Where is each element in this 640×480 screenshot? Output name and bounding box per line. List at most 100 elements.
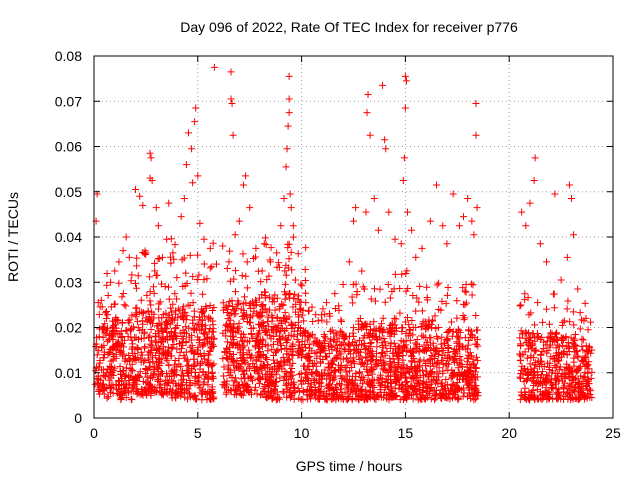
data-point xyxy=(308,303,316,311)
data-point xyxy=(141,343,149,351)
data-point xyxy=(527,333,535,341)
data-point xyxy=(281,309,289,317)
data-point xyxy=(255,353,263,361)
data-point xyxy=(468,217,476,225)
data-point xyxy=(206,264,214,272)
data-point xyxy=(192,104,200,112)
data-point xyxy=(317,375,325,383)
data-point xyxy=(332,355,340,363)
data-point xyxy=(577,380,585,388)
data-point xyxy=(224,306,232,314)
data-point xyxy=(152,204,160,212)
data-point xyxy=(173,363,181,371)
data-point xyxy=(452,355,460,363)
data-point xyxy=(301,276,309,284)
data-point xyxy=(287,248,295,256)
data-point xyxy=(254,312,262,320)
data-point xyxy=(195,271,203,279)
data-point xyxy=(285,255,293,263)
data-point xyxy=(391,384,399,392)
data-point xyxy=(455,394,463,402)
data-point xyxy=(559,388,567,396)
data-point xyxy=(264,384,272,392)
data-point xyxy=(180,375,188,383)
data-point xyxy=(270,377,278,385)
data-point xyxy=(349,299,357,307)
data-point xyxy=(120,367,128,375)
data-point xyxy=(547,329,555,337)
y-tick-label: 0.08 xyxy=(55,48,82,64)
data-point xyxy=(287,375,295,383)
data-point xyxy=(295,387,303,395)
data-point xyxy=(449,190,457,198)
data-point xyxy=(294,250,302,258)
data-point xyxy=(226,368,234,376)
data-point xyxy=(107,374,115,382)
data-point xyxy=(289,340,297,348)
data-point xyxy=(116,367,124,375)
data-point xyxy=(438,297,446,305)
data-point xyxy=(349,354,357,362)
data-point xyxy=(368,366,376,374)
data-point xyxy=(365,379,373,387)
data-point xyxy=(581,374,589,382)
data-point xyxy=(279,387,287,395)
data-point xyxy=(529,330,537,338)
data-point xyxy=(326,364,334,372)
data-point xyxy=(400,154,408,162)
data-point xyxy=(243,284,251,292)
data-point xyxy=(307,380,315,388)
data-point xyxy=(210,335,218,343)
data-point xyxy=(449,356,457,364)
data-point xyxy=(304,353,312,361)
data-point xyxy=(209,341,217,349)
data-point xyxy=(159,391,167,399)
data-point xyxy=(517,367,525,375)
data-point xyxy=(465,327,473,335)
data-point xyxy=(119,247,127,255)
data-point xyxy=(402,393,410,401)
data-point xyxy=(279,333,287,341)
data-point xyxy=(393,324,401,332)
data-point xyxy=(329,357,337,365)
data-point xyxy=(228,297,236,305)
data-point xyxy=(438,351,446,359)
data-point xyxy=(155,357,163,365)
data-point xyxy=(567,334,575,342)
data-point xyxy=(319,305,327,313)
data-point xyxy=(579,346,587,354)
data-point xyxy=(265,272,273,280)
data-point xyxy=(566,318,574,326)
data-point xyxy=(115,338,123,346)
data-point xyxy=(563,351,571,359)
data-point xyxy=(471,386,479,394)
data-point xyxy=(123,327,131,335)
data-point xyxy=(439,367,447,375)
data-point xyxy=(252,357,260,365)
data-point xyxy=(122,326,130,334)
data-point xyxy=(321,366,329,374)
data-point xyxy=(468,327,476,335)
data-point xyxy=(579,336,587,344)
data-point xyxy=(111,364,119,372)
data-point xyxy=(144,379,152,387)
data-point xyxy=(413,335,421,343)
data-point xyxy=(239,391,247,399)
data-point xyxy=(269,340,277,348)
data-point xyxy=(345,394,353,402)
data-point xyxy=(189,299,197,307)
data-point xyxy=(227,95,235,103)
data-point xyxy=(171,316,179,324)
data-point xyxy=(583,362,591,370)
data-point xyxy=(283,344,291,352)
data-point xyxy=(426,217,434,225)
data-point xyxy=(274,346,282,354)
data-point xyxy=(263,375,271,383)
data-point xyxy=(290,332,298,340)
data-point xyxy=(235,217,243,225)
data-point xyxy=(468,291,476,299)
data-point xyxy=(570,362,578,370)
data-point xyxy=(159,253,167,261)
data-point xyxy=(133,318,141,326)
data-point xyxy=(395,385,403,393)
